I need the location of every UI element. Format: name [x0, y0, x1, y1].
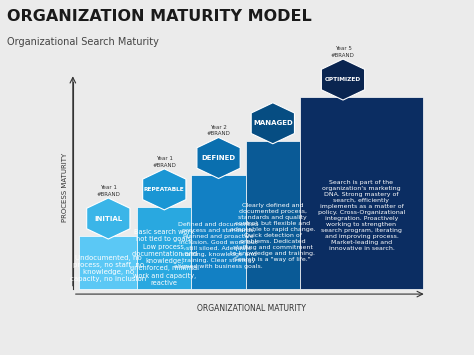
Bar — [137, 207, 191, 289]
Text: Year 1
#BRAND: Year 1 #BRAND — [152, 156, 176, 168]
Bar — [80, 236, 137, 289]
Text: INITIAL: INITIAL — [94, 215, 122, 222]
Text: Year 5
#BRAND: Year 5 #BRAND — [331, 47, 355, 58]
Bar — [300, 97, 423, 289]
Bar — [191, 175, 246, 289]
Text: PROCESS MATURITY: PROCESS MATURITY — [62, 153, 68, 222]
Text: MANAGED: MANAGED — [253, 120, 293, 126]
Polygon shape — [143, 169, 186, 210]
Text: Year 2
#BRAND: Year 2 #BRAND — [207, 125, 230, 136]
Text: ORGANIZATIONAL MATURITY: ORGANIZATIONAL MATURITY — [197, 304, 306, 313]
Text: Basic search work
not tied to goals.
Low process,
documentation and
knowledge,
u: Basic search work not tied to goals. Low… — [130, 229, 199, 286]
Polygon shape — [197, 137, 240, 179]
Text: Defined and documented
process and standards.
Planned and proactive
inclusion. G: Defined and documented process and stand… — [174, 222, 263, 269]
Polygon shape — [251, 103, 294, 144]
Text: Organizational Search Maturity: Organizational Search Maturity — [7, 37, 159, 47]
Text: Undocumented, no
process, no staff, no
knowledge, no
capacity, no inclusion: Undocumented, no process, no staff, no k… — [70, 255, 146, 283]
Text: ORGANIZATION MATURITY MODEL: ORGANIZATION MATURITY MODEL — [7, 9, 312, 24]
Text: Search is part of the
organization's marketing
DNA. Strong mastery of
search, ef: Search is part of the organization's mar… — [318, 180, 405, 251]
Text: DEFINED: DEFINED — [201, 155, 236, 161]
Text: Clearly defined and
documented process,
standards and quality
control, but flexi: Clearly defined and documented process, … — [230, 203, 316, 262]
Bar — [246, 141, 300, 289]
Text: OPTIMIZED: OPTIMIZED — [325, 77, 361, 82]
Polygon shape — [87, 198, 130, 239]
Text: REPEATABLE: REPEATABLE — [144, 187, 185, 192]
Polygon shape — [321, 59, 365, 100]
Text: Year 1
#BRAND: Year 1 #BRAND — [96, 185, 120, 197]
